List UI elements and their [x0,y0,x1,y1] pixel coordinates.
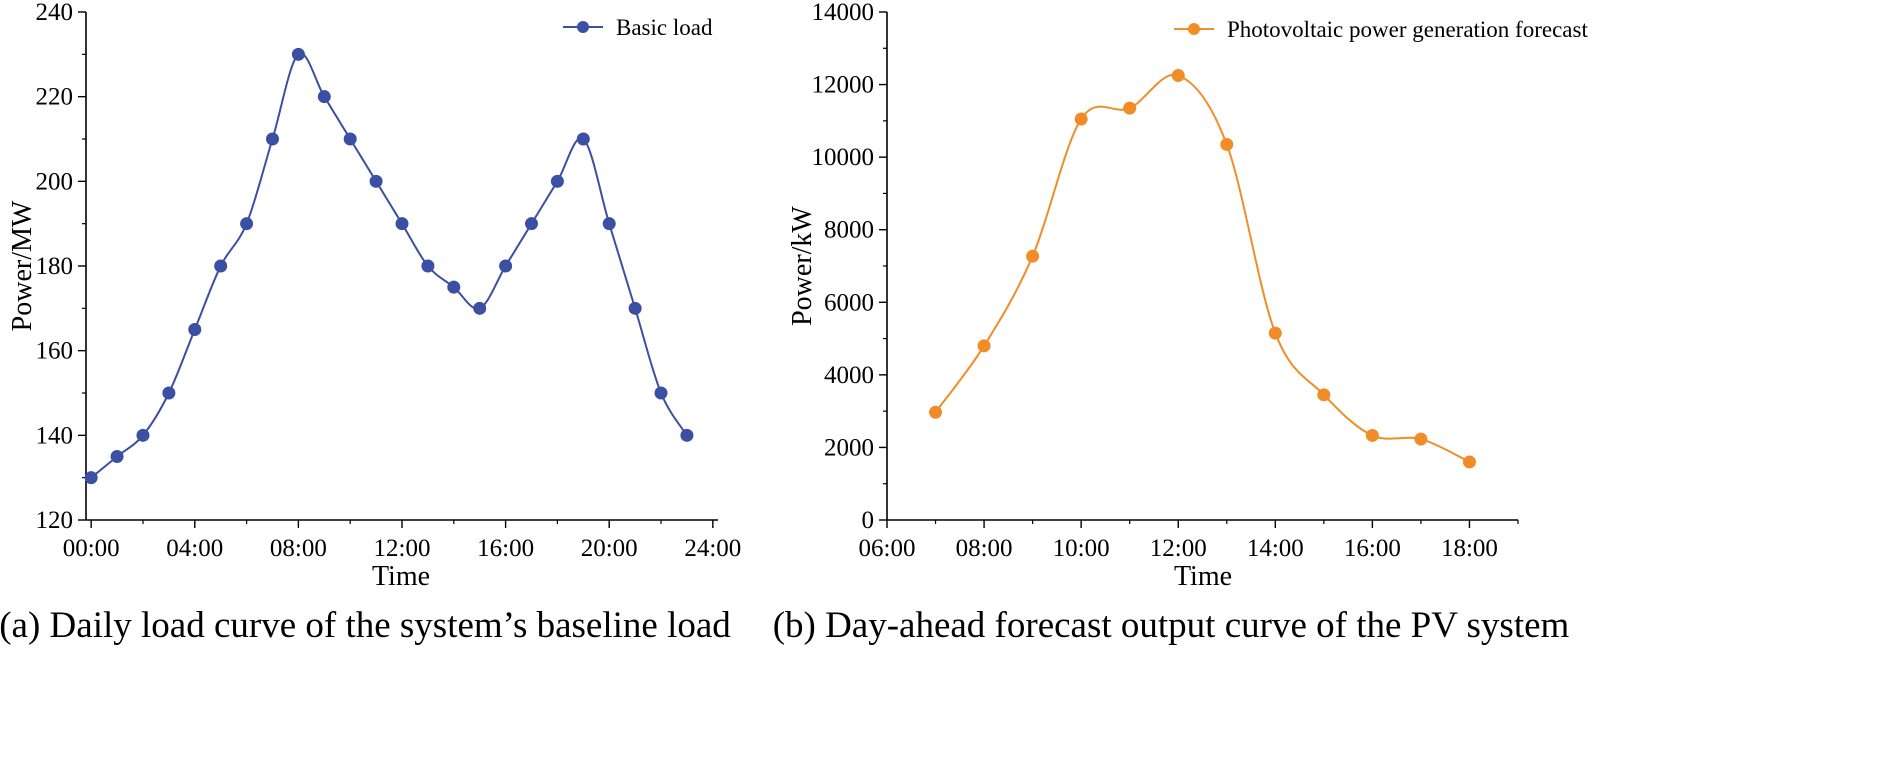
data-point [421,259,435,273]
panel-b-caption: (b) Day-ahead forecast output curve of t… [773,605,1570,646]
panel-a-caption: (a) Daily load curve of the system’s bas… [0,605,731,646]
panel-a-x-axis-label: Time [372,561,430,592]
x-tick-label: 24:00 [684,535,741,562]
panel-b-ticks: 0 2000 4000 6000 8000 10000 12000 14000 06:00 08:… [812,0,1519,562]
data-point [499,259,513,273]
y-tick-label: 160 [36,338,74,365]
data-point [550,174,564,188]
data-point [136,428,150,442]
y-tick-label: 10000 [812,144,875,171]
data-point [977,339,991,353]
data-point [929,405,943,419]
data-point [1074,112,1088,126]
panel-b-curve [934,73,1470,463]
data-point [1365,428,1379,442]
x-tick-label: 14:00 [1247,535,1304,562]
y-tick-label: 4000 [824,362,874,389]
panel-a-legend-label: Basic load [616,15,713,40]
x-tick-label: 16:00 [477,535,534,562]
data-point [343,132,357,146]
data-point [84,471,98,485]
y-tick-label: 8000 [824,217,874,244]
x-tick-label: 20:00 [581,535,638,562]
y-tick-label: 6000 [824,289,874,316]
data-point [447,280,461,294]
y-tick-label: 2000 [824,434,874,461]
series-line-b [934,73,1470,463]
y-tick-label: 14000 [812,0,875,26]
panel-b-y-axis-label: Power/kW [787,206,818,326]
panel-b-points [929,69,1476,469]
data-point [240,217,254,231]
data-point [214,259,228,273]
data-point [1220,137,1234,151]
data-point [473,301,487,315]
panel-b-legend: Photovoltaic power generation forecast [1174,17,1588,42]
panel-a-legend: Basic load [563,15,713,40]
data-point [1317,388,1331,402]
x-tick-label: 12:00 [1150,535,1207,562]
data-point [265,132,279,146]
x-tick-label: 12:00 [374,535,431,562]
data-point [1026,249,1040,263]
y-tick-label: 220 [36,84,74,111]
y-tick-label: 140 [36,422,74,449]
data-point [1171,69,1185,82]
data-point [369,174,383,188]
panel-b-legend-marker [1188,23,1200,35]
data-point [317,90,331,104]
x-tick-label: 04:00 [166,535,223,562]
panel-b-x-axis-label: Time [1174,561,1232,592]
y-tick-label: 120 [36,507,74,534]
panel-a-ticks: 120 140 160 180 200 220 240 00:00 04:00 08:00 12:0… [36,0,742,562]
x-tick-label: 00:00 [63,535,120,562]
panel-a-curve [90,52,688,479]
x-tick-label: 10:00 [1053,535,1110,562]
data-point [628,301,642,315]
data-point [110,450,124,463]
x-tick-label: 18:00 [1441,535,1498,562]
data-point [162,386,176,400]
panel-a: 120 140 160 180 200 220 240 00:00 04:00 08:00 12:0… [0,0,741,646]
x-tick-label: 16:00 [1344,535,1401,562]
data-point [1462,455,1476,469]
x-tick-label: 08:00 [270,535,327,562]
panel-b: 0 2000 4000 6000 8000 10000 12000 14000 06:00 08:… [773,0,1589,646]
data-point [576,132,590,146]
data-point [654,386,668,400]
data-point [602,217,616,231]
y-tick-label: 0 [862,507,875,534]
panel-b-legend-label: Photovoltaic power generation forecast [1227,17,1588,42]
data-point [291,47,305,61]
data-point [1268,326,1282,340]
y-tick-label: 200 [36,168,74,195]
data-point [525,217,539,231]
data-point [1123,101,1137,115]
data-point [1414,432,1428,446]
y-tick-label: 12000 [812,72,875,99]
data-point [680,428,694,442]
panel-a-y-axis-label: Power/MW [7,200,38,331]
data-point [395,217,409,231]
x-tick-label: 06:00 [859,535,916,562]
y-tick-label: 240 [36,0,74,26]
y-tick-label: 180 [36,253,74,280]
series-line-a [90,52,688,479]
panel-a-points [84,47,694,485]
panel-a-legend-marker [577,21,589,33]
x-tick-label: 08:00 [956,535,1013,562]
data-point [188,323,202,336]
